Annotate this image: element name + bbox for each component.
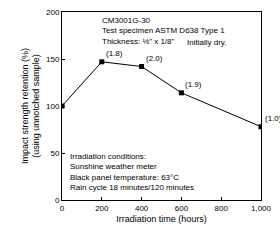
svg-text:(1.8): (1.8) xyxy=(106,49,123,58)
svg-text:(1.9): (1.9) xyxy=(185,80,202,89)
svg-text:Irradiation time (hours): Irradiation time (hours) xyxy=(116,214,207,224)
svg-text:(1.0): (1.0) xyxy=(265,114,280,123)
svg-text:800: 800 xyxy=(215,204,229,213)
svg-text:50: 50 xyxy=(50,149,59,158)
svg-text:100: 100 xyxy=(46,102,60,111)
svg-text:CM3001G-30Test specimen ASTM D: CM3001G-30Test specimen ASTM D638 Type 1… xyxy=(102,16,225,46)
svg-text:600: 600 xyxy=(175,204,189,213)
svg-text:200: 200 xyxy=(95,204,109,213)
svg-text:0: 0 xyxy=(55,196,60,205)
svg-text:1,000: 1,000 xyxy=(251,204,272,213)
svg-text:Irradiation conditions:Sunshin: Irradiation conditions:Sunshine weather … xyxy=(70,152,194,192)
svg-text:Impact strength retention (%)(: Impact strength retention (%)(using unno… xyxy=(20,48,42,164)
svg-text:Initially dry.: Initially dry. xyxy=(187,38,226,47)
svg-text:150: 150 xyxy=(46,55,60,64)
svg-text:(2.0): (2.0) xyxy=(146,54,163,63)
svg-text:0: 0 xyxy=(60,204,65,213)
svg-text:400: 400 xyxy=(135,204,149,213)
svg-text:200: 200 xyxy=(46,8,60,17)
